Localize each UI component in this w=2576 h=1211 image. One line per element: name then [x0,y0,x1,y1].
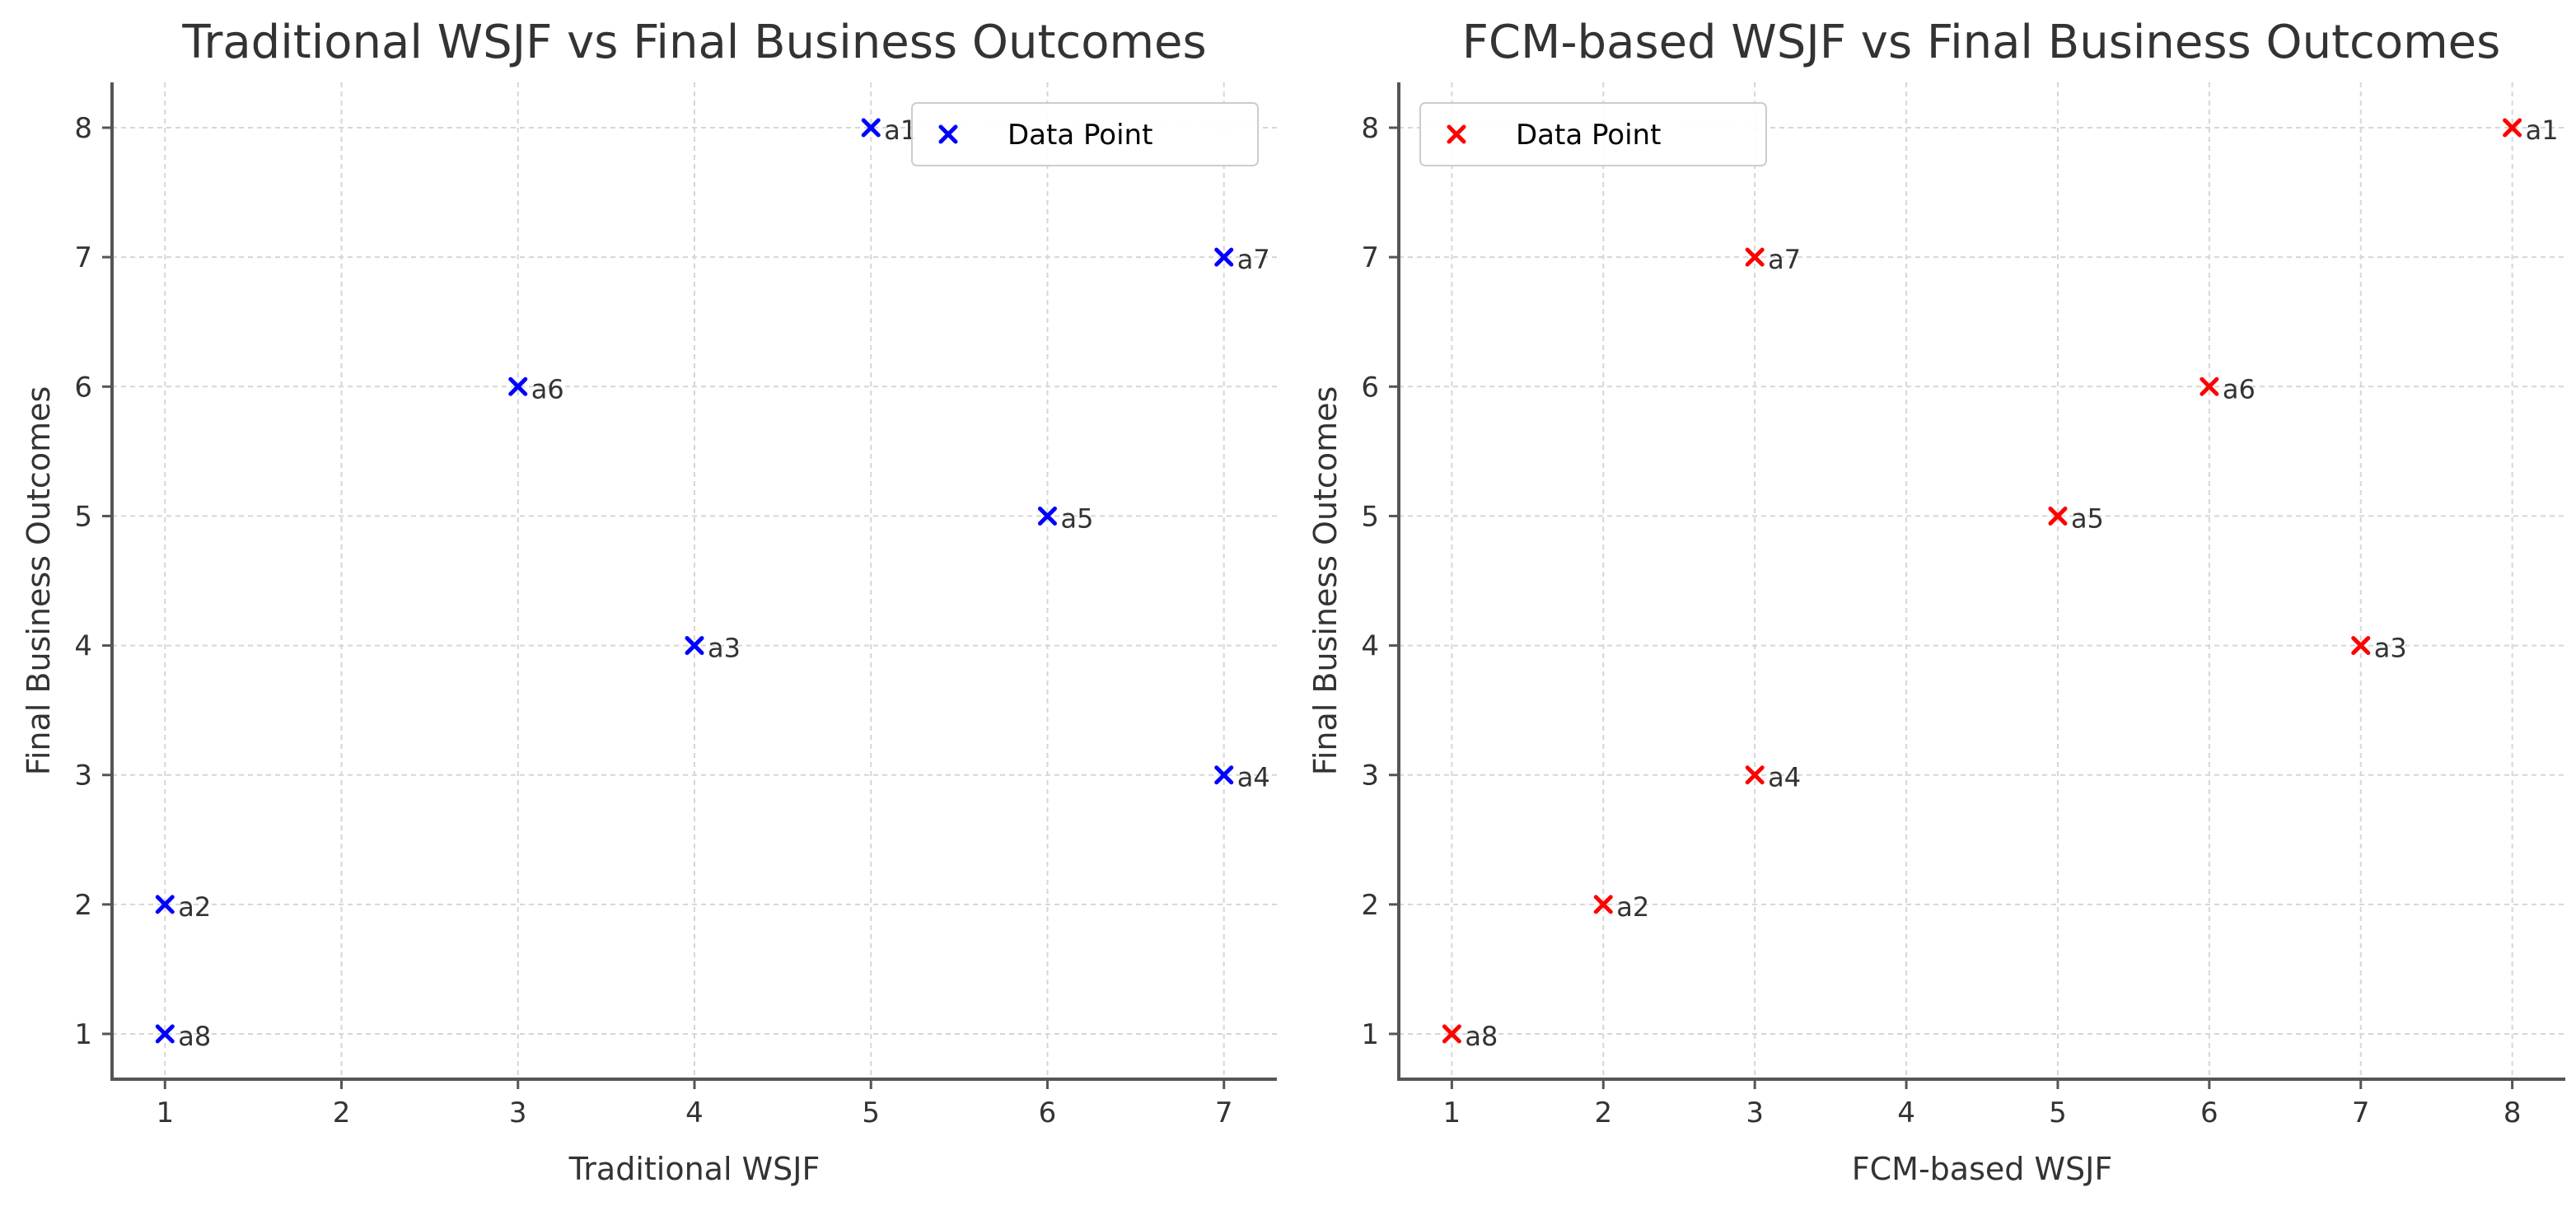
data-point-a8 [155,1024,175,1044]
y-tick-label: 6 [1361,371,1379,404]
point-label: a4 [1768,762,1801,793]
y-tick-label: 2 [74,889,92,922]
point-label: a2 [1616,891,1649,923]
data-point-a3 [2351,636,2371,656]
x-tick-label: 6 [2200,1096,2218,1129]
x-tick-label: 6 [1039,1096,1057,1129]
point-label: a6 [2223,373,2256,404]
point-label: a4 [1237,762,1270,793]
y-tick-label: 7 [1361,241,1379,274]
left-chart-panel: 1 2 3 4 5 6 7 1 2 3 4 5 6 7 8 Traditional WSJF vs Final… [21,16,1277,1187]
legend: Data Point [911,102,1259,166]
y-tick-label: 3 [1361,760,1379,793]
y-tick-label: 4 [1361,630,1379,663]
legend-marker-icon [938,124,958,144]
data-point-a7 [1214,247,1234,267]
legend-box [911,102,1259,166]
right-chart-panel: 1 2 3 4 5 6 7 8 1 2 3 4 5 6 7 8 FCM-based WSJF vs Final … [1307,16,2565,1187]
grid [112,82,1277,1079]
point-label: a1 [2526,115,2559,146]
data-point-a4 [1745,765,1765,785]
point-label: a3 [2374,633,2407,664]
legend-box [1419,102,1767,166]
y-tick-label: 8 [74,112,92,145]
y-tick-label: 4 [74,630,92,663]
x-tick-label: 3 [509,1096,527,1129]
x-tick-label: 1 [156,1096,174,1129]
y-tick-label: 6 [74,371,92,404]
y-axis-label: Final Business Outcomes [21,386,57,776]
data-point-a8 [1442,1024,1461,1044]
data-point-a5 [2048,506,2068,526]
x-tick-label: 2 [1594,1096,1612,1129]
point-label: a5 [2071,503,2104,534]
data-point-a5 [1037,506,1057,526]
legend-marker-icon [1447,124,1466,144]
point-label: a3 [708,633,741,664]
y-axis-label: Final Business Outcomes [1307,386,1344,776]
data-point-a1 [2503,118,2522,138]
x-tick-label: 4 [685,1096,704,1129]
data-point-a3 [685,636,704,656]
x-axis-label: Traditional WSJF [568,1151,820,1187]
legend-label: Data Point [1007,119,1152,152]
x-tick-label: 1 [1443,1096,1461,1129]
data-point-a6 [508,376,528,396]
grid [1399,82,2565,1079]
data-point-a6 [2200,376,2219,396]
x-tick-label: 4 [1897,1096,1915,1129]
x-tick-label: 7 [2352,1096,2370,1129]
chart-title: Traditional WSJF vs Final Business Outco… [181,16,1206,69]
data-point-a1 [861,118,881,138]
data-point-a7 [1745,247,1765,267]
point-label: a2 [178,891,211,923]
x-tick-label: 5 [2049,1096,2067,1129]
point-label: a7 [1237,244,1270,275]
data-point-a2 [1593,895,1613,914]
point-label: a8 [178,1021,211,1052]
x-axis-label: FCM-based WSJF [1852,1151,2112,1187]
x-tick-label: 7 [1215,1096,1233,1129]
y-tick-label: 8 [1361,112,1379,145]
data-point-a4 [1214,765,1234,785]
point-label: a6 [531,373,564,404]
point-label: a7 [1768,244,1801,275]
point-label: a8 [1465,1021,1498,1052]
legend-label: Data Point [1516,119,1661,152]
chart-title: FCM-based WSJF vs Final Business Outcome… [1462,16,2501,69]
data-point-a2 [155,895,175,914]
x-tick-label: 3 [1746,1096,1764,1129]
x-tick-label: 2 [333,1096,351,1129]
y-tick-label: 7 [74,241,92,274]
x-tick-label: 8 [2504,1096,2522,1129]
y-tick-label: 5 [74,500,92,533]
y-tick-label: 1 [1361,1018,1379,1051]
y-tick-label: 3 [74,760,92,793]
legend: Data Point [1419,102,1767,166]
point-label: a5 [1060,503,1093,534]
y-tick-label: 5 [1361,500,1379,533]
y-tick-label: 2 [1361,889,1379,922]
x-tick-label: 5 [862,1096,880,1129]
y-tick-label: 1 [74,1018,92,1051]
